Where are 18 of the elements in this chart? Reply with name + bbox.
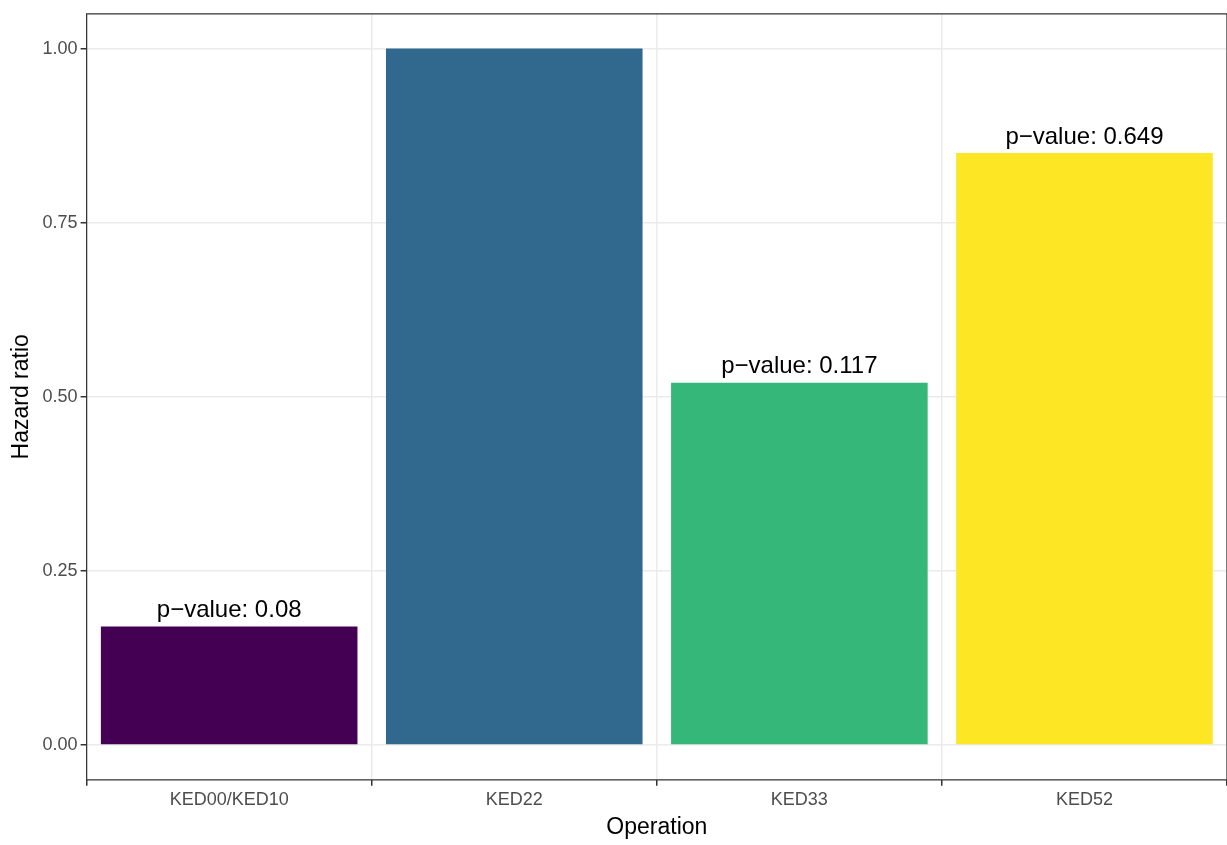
annotation: p−value: 0.117 bbox=[721, 351, 878, 379]
x-tick-label: KED00/KED10 bbox=[169, 788, 289, 809]
y-tick-label: 0.50 bbox=[42, 385, 78, 406]
y-tick-label: 0.00 bbox=[42, 733, 78, 754]
x-tick-label: KED52 bbox=[1055, 788, 1113, 809]
x-tick-label: KED33 bbox=[770, 788, 828, 809]
y-tick-label: 0.75 bbox=[42, 211, 78, 232]
x-tick-label: KED22 bbox=[485, 788, 543, 809]
annotation: p−value: 0.08 bbox=[156, 595, 302, 623]
x-axis-title: Operation bbox=[606, 812, 708, 839]
y-axis-title: Hazard ratio bbox=[7, 334, 34, 460]
bar bbox=[100, 626, 358, 745]
bar bbox=[671, 382, 928, 745]
bar bbox=[956, 153, 1213, 745]
annotation: p−value: 0.649 bbox=[1005, 121, 1164, 149]
y-tick-label: 0.25 bbox=[42, 559, 78, 580]
y-tick-label: 1.00 bbox=[42, 37, 78, 58]
bar bbox=[385, 48, 643, 745]
